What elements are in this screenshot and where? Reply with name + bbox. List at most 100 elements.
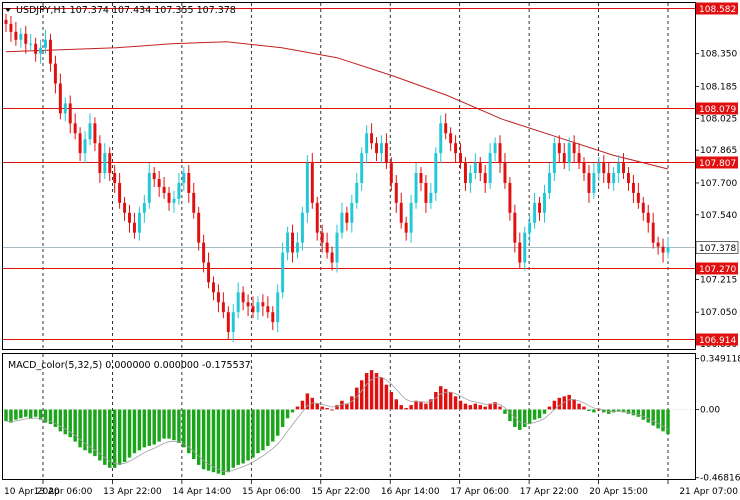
candle-body-57: [286, 232, 290, 253]
time-tick-label-8: 17 Apr 22:00: [520, 487, 579, 497]
macd-bar-59: [295, 406, 300, 410]
candle-body-6: [34, 43, 38, 54]
candle-body-95: [473, 163, 477, 174]
macd-bar-2: [14, 409, 18, 420]
candle-body-114: [567, 143, 571, 164]
candle-body-101: [503, 163, 507, 183]
time-tick-label-7: 17 Apr 06:00: [450, 487, 509, 497]
candle-body-2: [14, 31, 18, 40]
macd-panel-frame: [2, 353, 696, 480]
candle-body-64: [320, 232, 324, 243]
macd-bar-54: [271, 409, 275, 442]
level-tag-label-1: 108.079: [699, 105, 736, 115]
macd-bar-127: [631, 409, 636, 416]
candle-body-68: [340, 212, 344, 233]
macd-bar-41: [206, 409, 211, 471]
macd-bar-51: [256, 409, 260, 454]
macd-bar-4: [24, 409, 28, 417]
candle-body-133: [661, 246, 665, 253]
candle-body-97: [483, 173, 487, 183]
candle-body-120: [597, 163, 601, 174]
candle-body-83: [414, 173, 418, 203]
candle-body-116: [577, 153, 581, 164]
symbol-info-header: USDJPY,H1 107.374 107.434 107.355 107.37…: [16, 5, 236, 16]
price-tick-label-8: 107.215: [700, 275, 737, 285]
current-price-tag-label: 107.378: [699, 244, 736, 254]
candle-body-115: [572, 143, 576, 154]
price-tick-label-5: 107.700: [700, 179, 737, 189]
candle-body-45: [226, 312, 230, 333]
macd-bar-130: [646, 409, 650, 423]
time-tick-label-4: 15 Apr 06:00: [242, 487, 301, 497]
candle-body-17: [88, 123, 92, 140]
macd-bar-50: [251, 409, 255, 458]
collapse-triangle-icon[interactable]: [5, 8, 11, 12]
macd-bar-35: [177, 409, 181, 444]
macd-bar-120: [597, 409, 601, 411]
candle-body-89: [444, 123, 448, 134]
candle-body-127: [631, 182, 635, 193]
candle-body-96: [478, 163, 482, 174]
candle-body-84: [419, 173, 423, 183]
candle-body-94: [468, 173, 472, 183]
macd-bar-83: [414, 400, 418, 410]
macd-bar-111: [552, 400, 557, 410]
macd-bar-16: [83, 409, 87, 451]
macd-bar-109: [542, 409, 547, 414]
candle-body-26: [132, 222, 136, 233]
macd-bar-98: [488, 403, 492, 410]
macd-bar-74: [369, 370, 374, 410]
candle-body-7: [39, 47, 43, 54]
candle-body-53: [266, 306, 270, 313]
candle-body-35: [177, 182, 181, 199]
candle-body-85: [424, 182, 428, 203]
candle-body-18: [93, 123, 97, 144]
macd-bar-37: [187, 409, 191, 454]
current-price-tag-bg: [695, 241, 739, 254]
macd-bar-107: [532, 409, 537, 420]
candle-body-98: [488, 153, 492, 183]
macd-bar-133: [661, 409, 665, 432]
macd-bar-76: [379, 377, 384, 410]
candle-body-28: [142, 202, 146, 213]
candle-body-40: [202, 242, 206, 263]
candle-body-46: [231, 312, 235, 333]
macd-bar-79: [394, 399, 399, 410]
macd-histogram: [4, 370, 670, 476]
macd-bar-6: [33, 409, 38, 417]
macd-bar-118: [587, 409, 591, 411]
macd-bar-60: [300, 400, 305, 410]
candle-body-67: [335, 232, 339, 263]
candle-body-87: [434, 153, 438, 193]
macd-bar-53: [266, 409, 270, 446]
level-tag-bg-0: [696, 2, 738, 15]
candle-body-13: [68, 103, 72, 124]
candle-body-11: [58, 83, 62, 114]
candle-body-15: [78, 133, 82, 154]
candle-body-110: [547, 173, 551, 193]
candle-body-86: [429, 192, 433, 203]
candlesticks: [4, 13, 670, 343]
macd-bar-47: [236, 409, 240, 465]
macd-bar-88: [439, 386, 443, 410]
candle-body-75: [375, 143, 379, 154]
candle-body-90: [449, 133, 453, 144]
moving-average-line: [5, 41, 669, 170]
macd-tick-label-0: 0.349118: [700, 355, 740, 365]
candle-body-107: [533, 202, 537, 223]
macd-bar-52: [261, 409, 265, 451]
macd-bar-28: [142, 409, 147, 448]
macd-bar-82: [409, 405, 413, 410]
candle-body-74: [370, 133, 374, 144]
candle-body-30: [152, 173, 156, 179]
candle-body-88: [439, 123, 443, 154]
macd-bar-90: [448, 391, 453, 410]
candle-body-82: [409, 202, 413, 233]
macd-bar-42: [211, 409, 216, 473]
horizontal-levels[interactable]: [3, 8, 695, 340]
candle-body-34: [172, 198, 176, 203]
price-tick-label-4: 107.865: [700, 146, 737, 156]
candle-body-1: [9, 23, 13, 32]
